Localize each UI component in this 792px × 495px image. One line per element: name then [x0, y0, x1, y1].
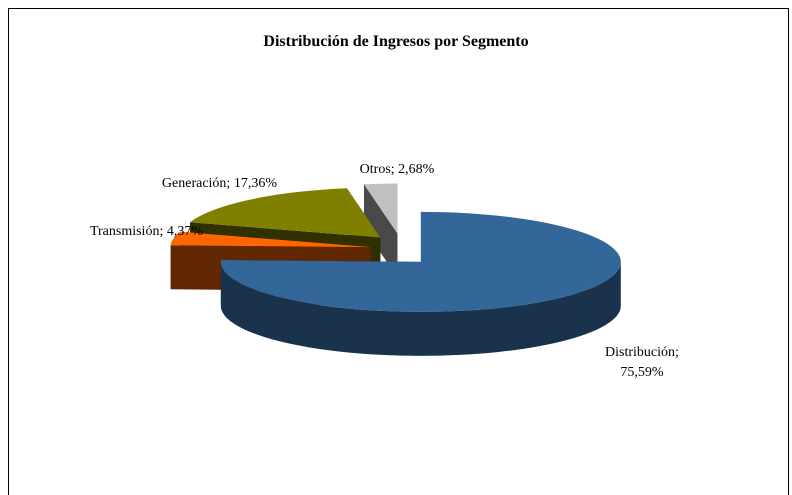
data-label-value: 4,37%: [167, 224, 204, 239]
data-label-value: 17,36%: [234, 176, 278, 191]
pie-slice: [220, 211, 621, 356]
chart-border: [8, 8, 789, 495]
pie-slice: [363, 183, 398, 278]
data-label-value: 2,68%: [398, 162, 435, 177]
data-label: Distribución; 75,59%: [605, 345, 679, 380]
data-label: Generación; 17,36%: [162, 176, 277, 191]
slice-top: [220, 211, 621, 312]
data-label-category: Otros;: [360, 162, 395, 177]
data-label-category: Transmisión;: [90, 224, 163, 239]
data-label: Otros; 2,68%: [360, 162, 435, 177]
slice-top: [170, 231, 371, 248]
slice-side: [220, 261, 621, 356]
data-label: Transmisión; 4,37%: [90, 224, 203, 239]
chart-title: Distribución de Ingresos por Segmento: [263, 33, 528, 50]
data-label-value: 75,59%: [620, 365, 664, 380]
data-label-category: Distribución;: [605, 345, 679, 360]
slice-top: [189, 188, 381, 238]
slice-edge-wall: [363, 184, 398, 278]
slice-top: [363, 183, 398, 234]
data-label-category: Generación;: [162, 176, 230, 191]
